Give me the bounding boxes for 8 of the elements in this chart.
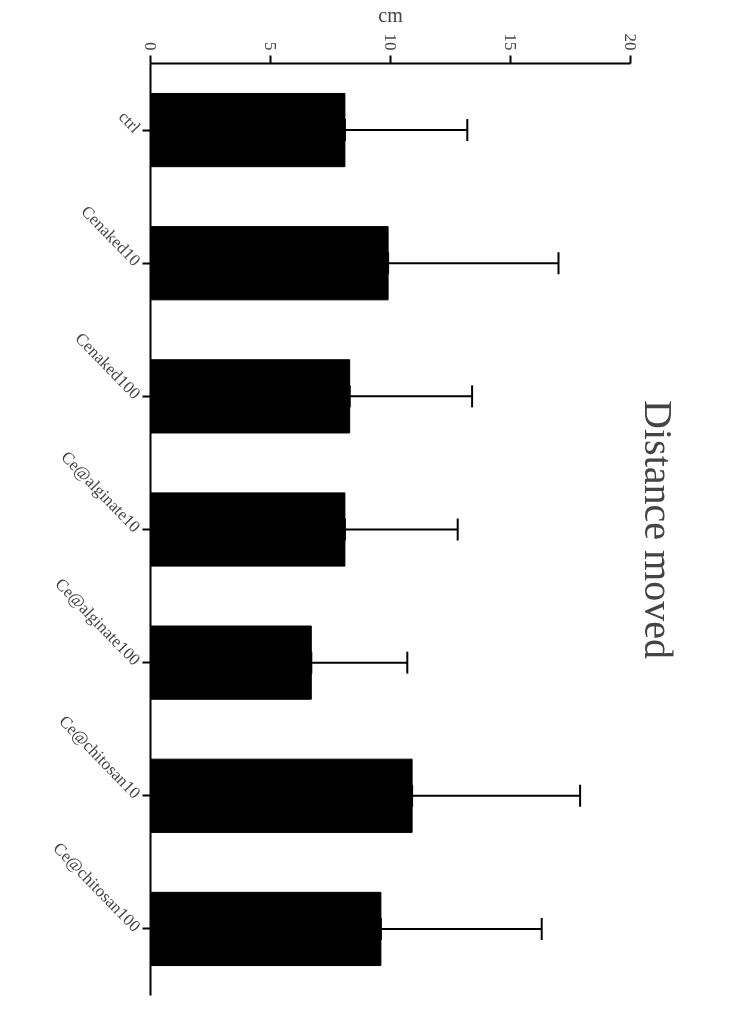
x-tick-label: 15 xyxy=(501,33,520,51)
x-tick-label: 0 xyxy=(141,42,160,51)
x-tick-label: 10 xyxy=(381,33,400,51)
x-tick-label: 5 xyxy=(261,42,280,51)
x-tick-label: 20 xyxy=(621,33,640,51)
text: Distance moved xyxy=(635,400,681,659)
x-axis-title: cm xyxy=(378,3,404,26)
y-tick-label: ctrl xyxy=(114,107,145,137)
